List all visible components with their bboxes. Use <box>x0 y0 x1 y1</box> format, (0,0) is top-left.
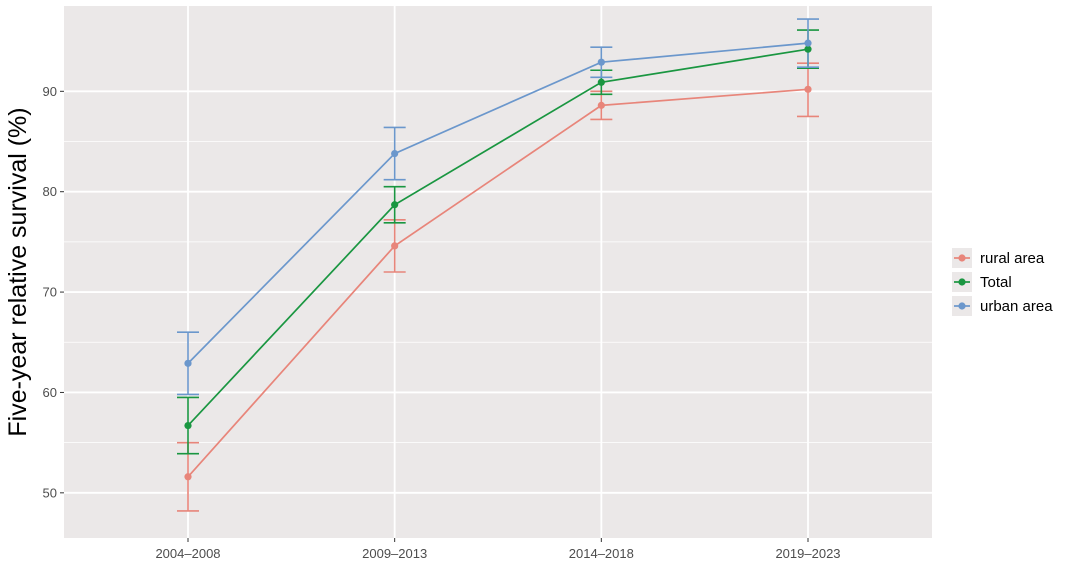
x-tick-label: 2004–2008 <box>155 546 220 561</box>
series-line-total <box>187 48 809 427</box>
x-axis: 2004–2008 2009–2013 2014–2018 2019–2023 <box>155 538 841 561</box>
legend-key-total <box>952 272 972 292</box>
series-points <box>184 39 812 481</box>
y-tick-label: 80 <box>43 184 57 199</box>
y-axis: 50 60 70 80 90 <box>43 84 64 500</box>
series-line-urban-area <box>187 42 809 364</box>
data-point-total <box>804 45 812 53</box>
data-point-rural-area <box>804 85 812 93</box>
legend-label-rural-area: rural area <box>980 250 1045 267</box>
legend-key-urban-area <box>952 296 972 316</box>
legend: rural area Total urban area <box>952 248 1053 316</box>
x-tick-label: 2019–2023 <box>775 546 840 561</box>
y-tick-label: 90 <box>43 84 57 99</box>
legend-label-total: Total <box>980 274 1012 291</box>
y-tick-label: 60 <box>43 385 57 400</box>
legend-key-point <box>958 278 966 286</box>
legend-label-urban-area: urban area <box>980 298 1053 315</box>
data-point-rural-area <box>597 101 605 109</box>
data-point-total <box>184 421 192 430</box>
y-axis-title: Five-year relative survival (%) <box>4 107 32 436</box>
data-point-rural-area <box>391 242 399 250</box>
data-point-urban-area <box>597 58 605 66</box>
data-point-total <box>391 201 399 209</box>
x-tick-label: 2014–2018 <box>569 546 634 561</box>
y-tick-label: 50 <box>43 485 57 500</box>
data-point-urban-area <box>804 39 812 47</box>
series-line-rural-area <box>187 88 809 478</box>
legend-key-point <box>958 254 966 262</box>
plot-panel <box>64 6 932 538</box>
y-tick-label: 70 <box>43 285 57 300</box>
data-point-rural-area <box>184 473 192 481</box>
legend-key-rural-area <box>952 248 972 268</box>
data-point-urban-area <box>184 359 192 367</box>
data-point-urban-area <box>391 149 399 158</box>
series-lines <box>187 42 809 478</box>
data-point-total <box>597 78 605 86</box>
legend-key-point <box>958 302 966 310</box>
x-tick-label: 2009–2013 <box>362 546 427 561</box>
